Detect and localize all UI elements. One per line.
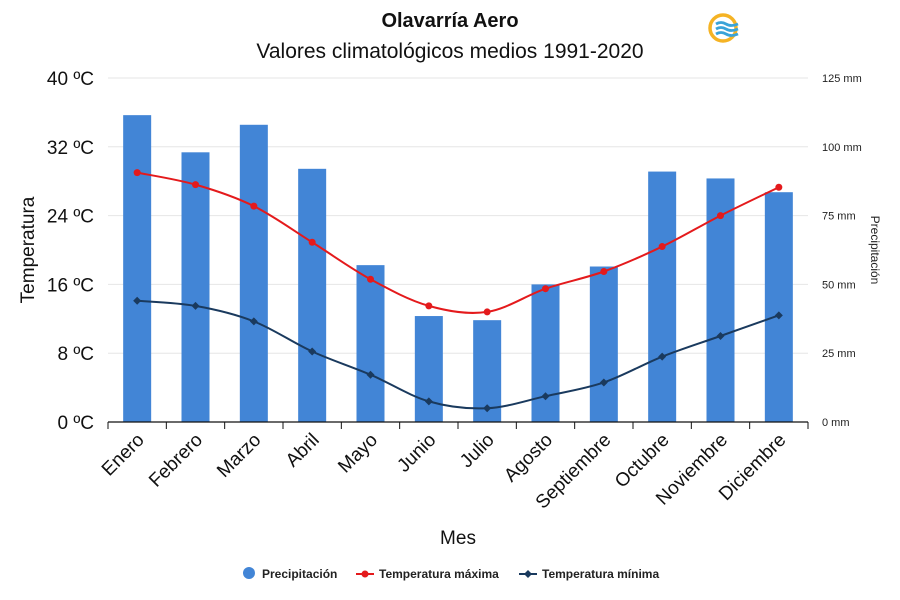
x-tick-label: Julio	[456, 430, 498, 472]
y2-tick-label: 125 mm	[822, 73, 862, 85]
precipitation-bars	[123, 115, 793, 422]
y2-axis-label: Precipitación	[868, 216, 882, 285]
x-tick-label: Junio	[393, 430, 440, 477]
temp-max-point	[658, 243, 666, 251]
x-tick-label: Marzo	[213, 430, 265, 482]
legend-item-temp-max[interactable]: Temperatura máxima	[356, 567, 499, 581]
precipitation-bar	[764, 192, 793, 422]
y-tick-label: 40 ºC	[47, 69, 94, 90]
temp-min-point	[774, 311, 783, 320]
precipitation-bar	[648, 171, 677, 422]
temperature-lines	[133, 169, 783, 413]
precipitation-bar	[123, 115, 152, 422]
temp-max-point	[775, 183, 783, 191]
legend-item-temp-min[interactable]: Temperatura mínima	[519, 567, 659, 581]
y2-tick-label: 50 mm	[822, 279, 856, 291]
precipitation-bar	[298, 168, 327, 422]
temp-max-point	[425, 302, 433, 310]
legend-marker-icon	[524, 570, 532, 578]
x-axis-label: Mes	[440, 528, 476, 549]
y-axis-left: 0 ºC 8 ºC 16 ºC 24 ºC 32 ºC 40 ºC	[47, 69, 94, 434]
x-tick-label: Febrero	[145, 430, 207, 492]
temp-min-point	[541, 392, 550, 401]
legend: Precipitación Temperatura máxima Tempera…	[243, 567, 659, 581]
temp-min-line	[137, 299, 780, 410]
x-tick-label: Agosto	[500, 430, 557, 487]
y-tick-label: 24 ºC	[47, 207, 94, 228]
temp-max-point	[717, 212, 724, 220]
x-tick-label: Enero	[98, 430, 149, 481]
temp-min-point	[366, 370, 375, 379]
y-tick-label: 8 ºC	[57, 344, 94, 365]
temp-min-point	[599, 378, 608, 387]
y-axis-label: Temperatura	[18, 196, 39, 303]
y2-tick-label: 0 mm	[822, 417, 850, 429]
chart-title: Olavarría Aero	[381, 10, 518, 32]
temp-max-point	[483, 308, 491, 316]
y2-tick-label: 100 mm	[822, 142, 862, 154]
chart-subtitle: Valores climatológicos medios 1991-2020	[256, 40, 643, 63]
temp-min-point	[424, 397, 433, 406]
logo-icon	[708, 13, 739, 43]
precipitation-bar	[414, 316, 443, 422]
temp-max-point	[133, 169, 141, 177]
legend-item-precipitacion[interactable]: Precipitación	[243, 567, 337, 581]
x-tick-label: Mayo	[334, 430, 382, 478]
temp-min-point	[716, 332, 725, 340]
y2-tick-label: 75 mm	[822, 211, 856, 223]
precipitation-bar	[356, 265, 385, 422]
legend-label: Temperatura mínima	[542, 567, 659, 581]
y-axis-right: 0 mm 25 mm 50 mm 75 mm 100 mm 125 mm	[822, 73, 862, 429]
temp-max-point	[192, 181, 199, 189]
y-tick-label: 0 ºC	[57, 413, 94, 434]
legend-marker-icon	[361, 570, 369, 578]
precipitation-bar	[181, 152, 210, 422]
temp-max-line	[136, 171, 780, 314]
temp-max-point	[367, 275, 374, 283]
temp-max-point	[600, 268, 608, 275]
temp-max-point	[250, 202, 258, 210]
temp-min-point	[483, 404, 492, 413]
temp-min-point	[658, 352, 667, 361]
legend-dot-icon	[243, 567, 255, 579]
temp-max-point	[308, 238, 316, 246]
temp-min-point	[308, 347, 317, 356]
temp-min-point	[191, 301, 200, 310]
precipitation-bar	[589, 266, 618, 422]
y2-tick-label: 25 mm	[822, 348, 856, 360]
precipitation-bar	[531, 284, 560, 422]
legend-label: Temperatura máxima	[379, 567, 499, 581]
y-tick-label: 16 ºC	[47, 275, 94, 296]
temp-max-point	[542, 285, 549, 293]
y-tick-label: 32 ºC	[47, 138, 94, 159]
precipitation-bar	[239, 124, 268, 422]
gridlines	[108, 77, 808, 354]
legend-label: Precipitación	[262, 567, 337, 581]
x-tick-label: Abril	[282, 430, 324, 472]
temp-min-point	[249, 317, 258, 326]
temp-min-point	[133, 296, 142, 305]
